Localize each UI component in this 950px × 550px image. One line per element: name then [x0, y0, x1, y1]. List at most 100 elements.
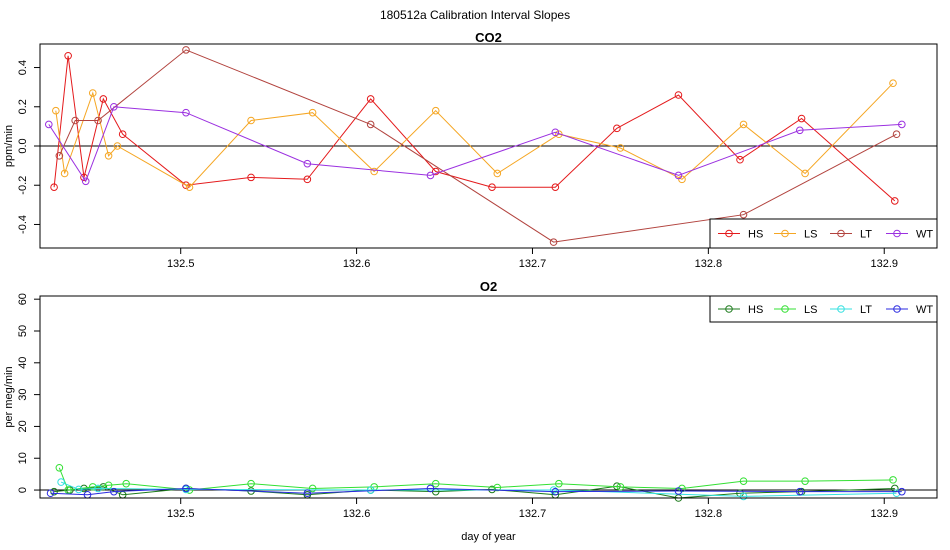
- o2-point-lt: [57, 478, 65, 486]
- o2-point-wt: [182, 484, 190, 493]
- o2-point-lt: [739, 492, 748, 501]
- co2-point-ls: [616, 144, 625, 152]
- co2-point-ls: [88, 89, 97, 97]
- co2-point-lt: [549, 238, 558, 246]
- co2-y-tick-label: 0.2: [17, 99, 29, 114]
- o2-point-wt: [426, 484, 435, 493]
- co2-legend-label: HS: [748, 229, 763, 241]
- o2-point-hs: [99, 483, 108, 491]
- co2-legend-item-wt: WT: [886, 229, 933, 241]
- co2-point-ls: [739, 120, 748, 129]
- co2-point-hs: [797, 114, 806, 123]
- co2-line-wt: [48, 106, 902, 183]
- co2-point-hs: [64, 51, 72, 60]
- o2-y-tick-label: 0: [17, 487, 29, 493]
- co2-point-lt: [94, 116, 102, 125]
- co2-point-hs: [613, 124, 621, 133]
- o2-point-ls: [616, 483, 625, 491]
- co2-point-ls: [185, 183, 194, 191]
- o2-point-ls: [122, 479, 130, 488]
- o2-series-lt: [57, 478, 901, 501]
- co2-point-hs: [488, 183, 496, 191]
- co2-point-lt: [55, 152, 64, 160]
- o2-legend-marker: [893, 305, 901, 313]
- o2-legend-label: HS: [748, 304, 763, 316]
- co2-panel: CO2 132.5 132.6 132.7 132.8 132.9 -0.4 -0.2 0.0 0…: [3, 30, 938, 270]
- co2-y-tick-label: -0.4: [17, 215, 29, 234]
- co2-point-ls: [889, 79, 897, 88]
- o2-point-ls: [493, 483, 502, 492]
- co2-point-hs: [366, 95, 375, 103]
- co2-y-tick-label: 0.4: [17, 60, 29, 75]
- co2-point-hs: [303, 175, 312, 184]
- co2-series-ls: [52, 79, 897, 191]
- co2-point-wt: [551, 128, 560, 137]
- o2-point-ls: [889, 476, 897, 484]
- o2-point-ls: [247, 479, 255, 488]
- co2-point-hs: [431, 167, 440, 176]
- o2-legend-marker: [725, 305, 733, 313]
- co2-point-hs: [890, 197, 899, 205]
- o2-legend-marker: [837, 305, 845, 313]
- o2-x-tick-label: 132.8: [695, 508, 723, 520]
- o2-x-tick-label: 132.9: [870, 508, 898, 520]
- co2-point-lt: [366, 120, 375, 129]
- o2-legend-label: LT: [860, 304, 872, 316]
- o2-point-lt: [366, 486, 375, 494]
- co2-x-tick-label: 132.6: [343, 258, 371, 270]
- co2-point-wt: [110, 102, 118, 111]
- o2-title: O2: [480, 279, 497, 294]
- co2-point-ls: [247, 116, 255, 125]
- co2-line-hs: [53, 55, 896, 202]
- o2-x-tick-label: 132.6: [343, 508, 371, 520]
- o2-plot-frame: [39, 295, 938, 499]
- figure-title: 180512a Calibration Interval Slopes: [380, 8, 570, 22]
- o2-y-tick-label: 20: [17, 420, 29, 432]
- o2-y-tick-label: 30: [17, 388, 29, 400]
- co2-legend-item-ls: LS: [774, 229, 817, 241]
- o2-point-hs: [488, 485, 496, 494]
- o2-point-wt: [46, 489, 55, 498]
- co2-point-ls: [52, 106, 60, 115]
- co2-x-tick-label: 132.5: [167, 258, 195, 270]
- o2-point-ls: [55, 463, 64, 472]
- co2-x-tick-label: 132.7: [519, 258, 547, 270]
- co2-x-tick-label: 132.8: [695, 258, 723, 270]
- co2-point-hs: [736, 155, 744, 164]
- o2-point-lt: [549, 486, 558, 494]
- co2-point-lt: [892, 130, 901, 139]
- co2-y-axis-label: ppm/min: [3, 125, 15, 167]
- co2-point-ls: [104, 152, 113, 160]
- o2-legend-item-hs: HS: [718, 304, 763, 316]
- co2-legend-marker: [781, 229, 789, 238]
- co2-legend: HS LS LT WT: [709, 218, 938, 249]
- o2-panel: O2 132.5 132.6 132.7 132.8 132.9 0 10 20 30 40 50 60…: [3, 279, 938, 543]
- co2-title: CO2: [475, 30, 502, 45]
- o2-x-tick-label: 132.7: [519, 508, 547, 520]
- co2-legend-marker: [837, 229, 845, 238]
- co2-y-tick-label: 0.0: [17, 138, 29, 153]
- o2-legend-label: LS: [804, 304, 817, 316]
- o2-point-ls: [739, 477, 748, 485]
- co2-legend-label: LS: [804, 229, 817, 241]
- co2-point-wt: [898, 120, 906, 129]
- co2-point-ls: [113, 142, 122, 150]
- o2-y-tick-label: 60: [17, 293, 29, 305]
- o2-point-ls: [88, 483, 97, 491]
- co2-line-ls: [55, 82, 894, 188]
- co2-legend-marker: [893, 229, 901, 238]
- o2-point-hs: [50, 487, 58, 496]
- co2-x-tick-label: 132.9: [870, 258, 898, 270]
- o2-y-tick-label: 40: [17, 357, 29, 369]
- o2-line-ls: [58, 467, 894, 491]
- co2-legend-label: LT: [860, 229, 872, 241]
- co2-point-wt: [81, 177, 90, 186]
- co2-point-ls: [60, 169, 69, 178]
- co2-point-lt: [71, 116, 79, 125]
- co2-legend-label: WT: [916, 229, 933, 241]
- o2-point-ls: [801, 477, 809, 485]
- co2-point-ls: [431, 106, 440, 115]
- o2-y-axis-label: per meg/min: [3, 366, 15, 427]
- co2-series-wt: [44, 102, 906, 186]
